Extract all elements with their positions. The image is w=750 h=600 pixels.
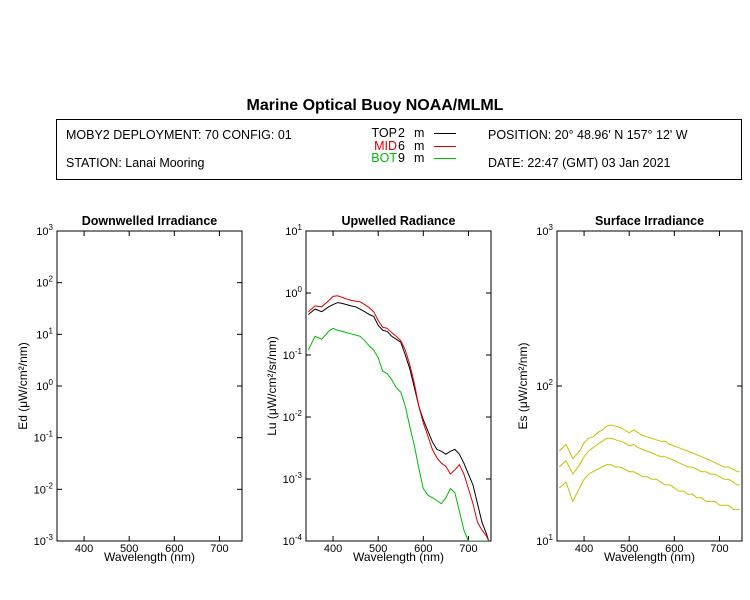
y-axis-label: Ed (μW/cm²/nm) [16, 342, 30, 430]
x-axis-label: Wavelength (nm) [353, 550, 444, 564]
series-line-1 [558, 437, 740, 486]
x-tick-label: 600 [414, 543, 432, 555]
x-tick-label: 500 [620, 543, 638, 555]
page-title: Marine Optical Buoy NOAA/MLML [246, 97, 504, 114]
plot-frame [56, 230, 243, 542]
chart-title: Upwelled Radiance [342, 214, 456, 228]
x-tick-label: 500 [369, 543, 387, 555]
x-tick-label: 400 [75, 543, 93, 555]
chart-0: Downwelled Irradiance 400 500 600 700 Wavelen… [16, 214, 243, 564]
y-axis-label: Lu (μW/cm²/sr/nm) [265, 336, 279, 436]
date-text: DATE: 22:47 (GMT) 03 Jan 2021 [488, 156, 671, 170]
x-tick-label: 700 [710, 543, 728, 555]
legend-mid-line [434, 146, 456, 147]
y-tick-label: 10-4 [283, 533, 303, 548]
series-line-2 [558, 464, 740, 510]
legend-top-label: TOP [371, 126, 397, 140]
y-tick-label: 103 [36, 223, 53, 238]
y-tick-label: 102 [536, 378, 553, 393]
legend-bot-unit: m [414, 151, 425, 165]
legend-bot-line [434, 158, 456, 159]
y-tick-label: 10-3 [283, 471, 303, 486]
y-tick-label: 100 [285, 285, 302, 300]
station-text: STATION: Lanai Mooring [66, 156, 205, 170]
y-axis-label: Es (μW/cm²/nm) [516, 343, 530, 430]
legend-mid-unit: m [414, 139, 425, 153]
x-tick-label: 700 [210, 543, 228, 555]
y-tick-label: 10-1 [34, 430, 54, 445]
plot-frame [556, 230, 743, 542]
y-tick-label: 101 [36, 326, 53, 341]
plot-frame [305, 230, 492, 542]
y-tick-label: 102 [36, 275, 53, 290]
legend-bot-label: BOT [371, 151, 397, 165]
legend-mid-label: MID [374, 139, 397, 153]
x-tick-label: 600 [165, 543, 183, 555]
y-tick-label: 101 [285, 223, 302, 238]
info-box: MOBY2 DEPLOYMENT: 70 CONFIG: 01 STATION:… [56, 119, 742, 180]
chart-2: Surface Irradiance 400 500 600 700 Wavelength… [516, 214, 743, 564]
y-tick-label: 10-2 [283, 409, 303, 424]
y-tick-label: 10-1 [283, 347, 303, 362]
chart-title: Surface Irradiance [595, 214, 704, 228]
y-tick-label: 100 [36, 378, 53, 393]
series-line-0 [558, 424, 740, 473]
x-tick-label: 400 [575, 543, 593, 555]
series-line-2 [307, 327, 489, 541]
series-line-0 [307, 302, 490, 541]
series-line-1 [307, 295, 490, 541]
x-tick-label: 600 [665, 543, 683, 555]
deployment-text: MOBY2 DEPLOYMENT: 70 CONFIG: 01 [66, 128, 292, 142]
y-tick-label: 10-3 [34, 533, 54, 548]
chart-title: Downwelled Irradiance [82, 214, 218, 228]
x-tick-label: 400 [324, 543, 342, 555]
legend-bot-depth: 9 [398, 151, 405, 165]
legend-top-unit: m [414, 126, 425, 140]
x-tick-label: 700 [459, 543, 477, 555]
x-tick-label: 500 [120, 543, 138, 555]
x-axis-label: Wavelength (nm) [604, 550, 695, 564]
legend-top-depth: 2 [398, 126, 405, 140]
y-tick-label: 103 [536, 223, 553, 238]
legend-mid-depth: 6 [398, 139, 405, 153]
y-tick-label: 101 [536, 533, 553, 548]
x-axis-label: Wavelength (nm) [104, 550, 195, 564]
legend-top-line [434, 133, 456, 134]
position-text: POSITION: 20° 48.96' N 157° 12' W [488, 128, 688, 142]
y-tick-label: 10-2 [34, 481, 54, 496]
chart-1: Upwelled Radiance 400 500 600 700 Wavelength … [265, 214, 492, 564]
